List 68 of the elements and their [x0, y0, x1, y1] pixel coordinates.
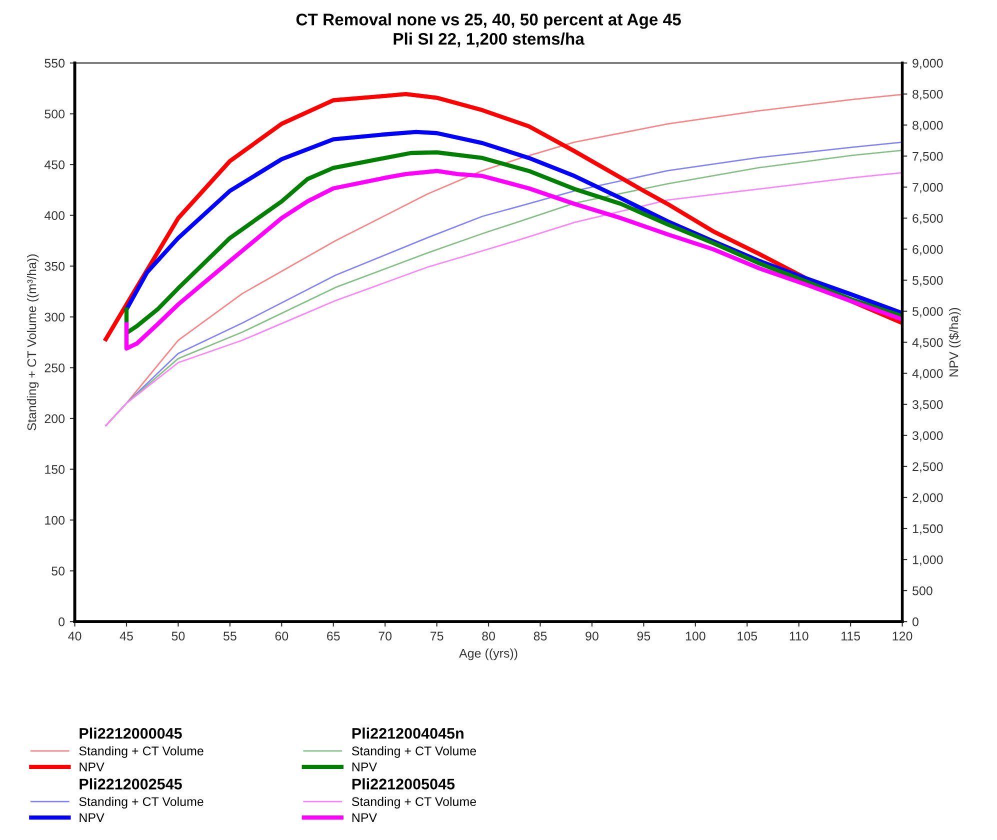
y2-tick-label: 8,500: [912, 90, 943, 100]
y2-tick-label: 7,500: [912, 152, 943, 162]
x-tick-label: 55: [223, 632, 236, 641]
legend-label: Standing + CT Volume: [352, 746, 476, 758]
y2-tick-label: 5,000: [912, 307, 943, 318]
y2-axis-title: NPV (($/ha)): [948, 308, 961, 376]
y2-tick-label: 3,000: [912, 431, 943, 442]
y2-tick-label: 6,500: [912, 214, 943, 224]
line-series: [124, 130, 902, 316]
legend-label: NPV: [352, 762, 378, 772]
y-tick-label: 200: [44, 414, 65, 424]
y2-tick-label: 4,000: [912, 369, 943, 380]
y2-tick-label: 7,000: [912, 182, 943, 194]
x-tick-label: 120: [892, 632, 912, 641]
y2-tick-label: 9,000: [912, 58, 943, 70]
x-tick-label: 75: [430, 632, 444, 641]
legend-label: NPV: [80, 762, 104, 772]
x-tick-label: 60: [275, 632, 288, 641]
x-tick-label: 95: [637, 632, 650, 641]
y2-tick-label: 3,500: [912, 400, 943, 410]
x-tick-label: 40: [68, 632, 82, 641]
chart-title: CT Removal none vs 25, 40, 50 percent at Age 45: [296, 13, 681, 29]
y-tick-label: 100: [45, 516, 65, 525]
y-tick-label: 450: [44, 160, 65, 170]
x-tick-label: 50: [172, 632, 185, 641]
y-tick-label: 300: [44, 312, 65, 322]
x-tick-label: 80: [482, 632, 495, 641]
y-tick-label: 350: [44, 262, 65, 271]
y-tick-label: 550: [44, 58, 65, 68]
legend-label: NPV: [80, 813, 104, 822]
y-tick-label: 500: [44, 110, 65, 118]
y-tick-label: 400: [44, 211, 65, 220]
legend-label: NPV: [352, 813, 378, 822]
text: Pli2212002545: [80, 778, 182, 790]
y-tick-label: 0: [58, 617, 65, 626]
y2-tick-label: 1,000: [912, 555, 943, 566]
y-tick-label: 250: [44, 363, 65, 372]
x-tick-label: 115: [842, 632, 860, 641]
y2-tick-label: 5,500: [912, 276, 943, 286]
y2-tick-label: 500: [912, 586, 932, 596]
y-tick-label: 150: [45, 465, 65, 474]
legend-label: Standing + CT Volume: [352, 796, 476, 809]
x-tick-label: 105: [738, 632, 758, 641]
x-axis-title: Age ((yrs)): [459, 648, 518, 660]
y2-tick-label: 4,500: [912, 338, 943, 348]
chart-subtitle: Pli SI 22, 1,200 stems/ha: [394, 32, 585, 48]
line-series: [124, 168, 902, 351]
y-axis-title: Standing + CT Volume ((m³/ha)): [26, 254, 39, 430]
x-tick-label: 90: [586, 632, 598, 641]
y2-tick-label: 0: [912, 617, 918, 626]
x-tick-label: 110: [790, 632, 808, 641]
y2-tick-label: 6,000: [912, 245, 943, 256]
y2-tick-label: 8,000: [912, 120, 943, 132]
text: Pli2212000045: [80, 728, 182, 739]
legend-label: Standing + CT Volume: [79, 746, 204, 758]
x-tick-label: 100: [686, 632, 706, 641]
text: Pli2212004045n: [352, 728, 464, 739]
y-tick-label: 50: [52, 566, 65, 576]
y2-tick-label: 2,500: [912, 462, 943, 473]
x-tick-label: 65: [327, 632, 340, 641]
legend-label: Standing + CT Volume: [79, 796, 204, 809]
y2-tick-label: 1,500: [912, 524, 943, 535]
text: Pli2212005045: [352, 778, 455, 790]
x-tick-label: 45: [120, 632, 133, 641]
x-tick-label: 85: [534, 632, 547, 641]
x-tick-label: 70: [378, 632, 392, 641]
line-series: [124, 150, 902, 336]
y2-tick-label: 2,000: [912, 493, 943, 504]
